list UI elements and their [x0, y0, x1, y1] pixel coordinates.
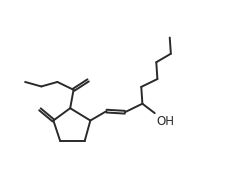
Text: OH: OH [156, 115, 174, 128]
